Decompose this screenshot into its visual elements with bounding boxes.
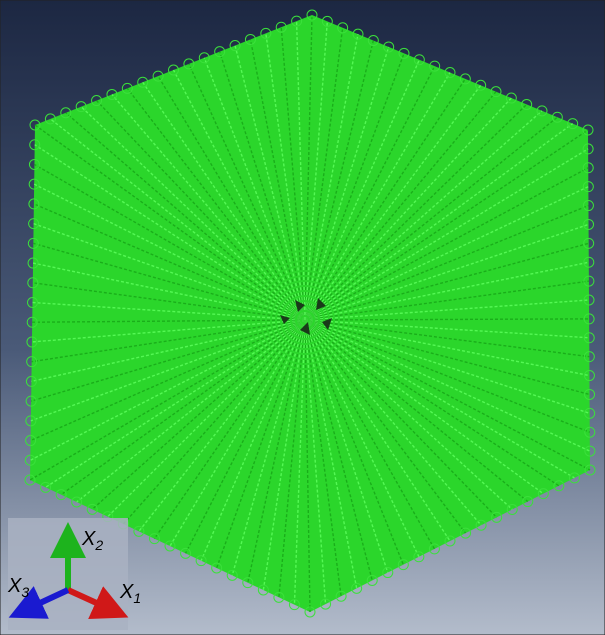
axis-letter: X [119, 581, 134, 603]
axis-index: 2 [94, 537, 103, 553]
axis-index: 1 [133, 590, 141, 606]
viewport: X2 X3 X1 [0, 0, 605, 635]
axis-letter: X [81, 528, 96, 550]
axis-letter: X [7, 575, 22, 597]
axis-index: 3 [21, 584, 29, 600]
page: {"triad": {"axes": [ {"letter": "X", "in… [0, 0, 605, 635]
